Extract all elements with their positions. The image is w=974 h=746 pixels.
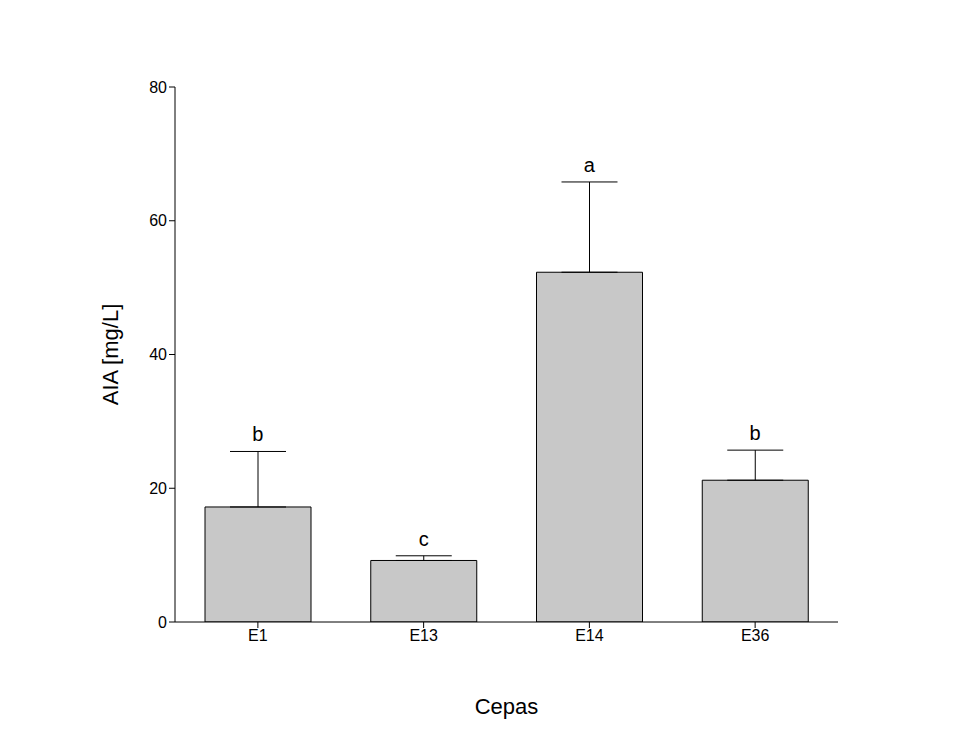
svg-text:60: 60 xyxy=(149,212,167,229)
svg-text:E36: E36 xyxy=(741,627,770,644)
svg-text:b: b xyxy=(750,422,761,444)
svg-text:b: b xyxy=(252,423,263,445)
svg-text:Cepas: Cepas xyxy=(475,694,539,719)
svg-text:E14: E14 xyxy=(575,627,604,644)
svg-text:c: c xyxy=(419,528,429,550)
svg-text:40: 40 xyxy=(149,346,167,363)
svg-text:a: a xyxy=(584,154,596,176)
svg-text:20: 20 xyxy=(149,480,167,497)
svg-text:80: 80 xyxy=(149,79,167,96)
svg-text:E13: E13 xyxy=(409,627,438,644)
svg-text:E1: E1 xyxy=(248,627,268,644)
svg-text:0: 0 xyxy=(158,614,167,631)
svg-text:AIA [mg/L]: AIA [mg/L] xyxy=(98,304,123,406)
